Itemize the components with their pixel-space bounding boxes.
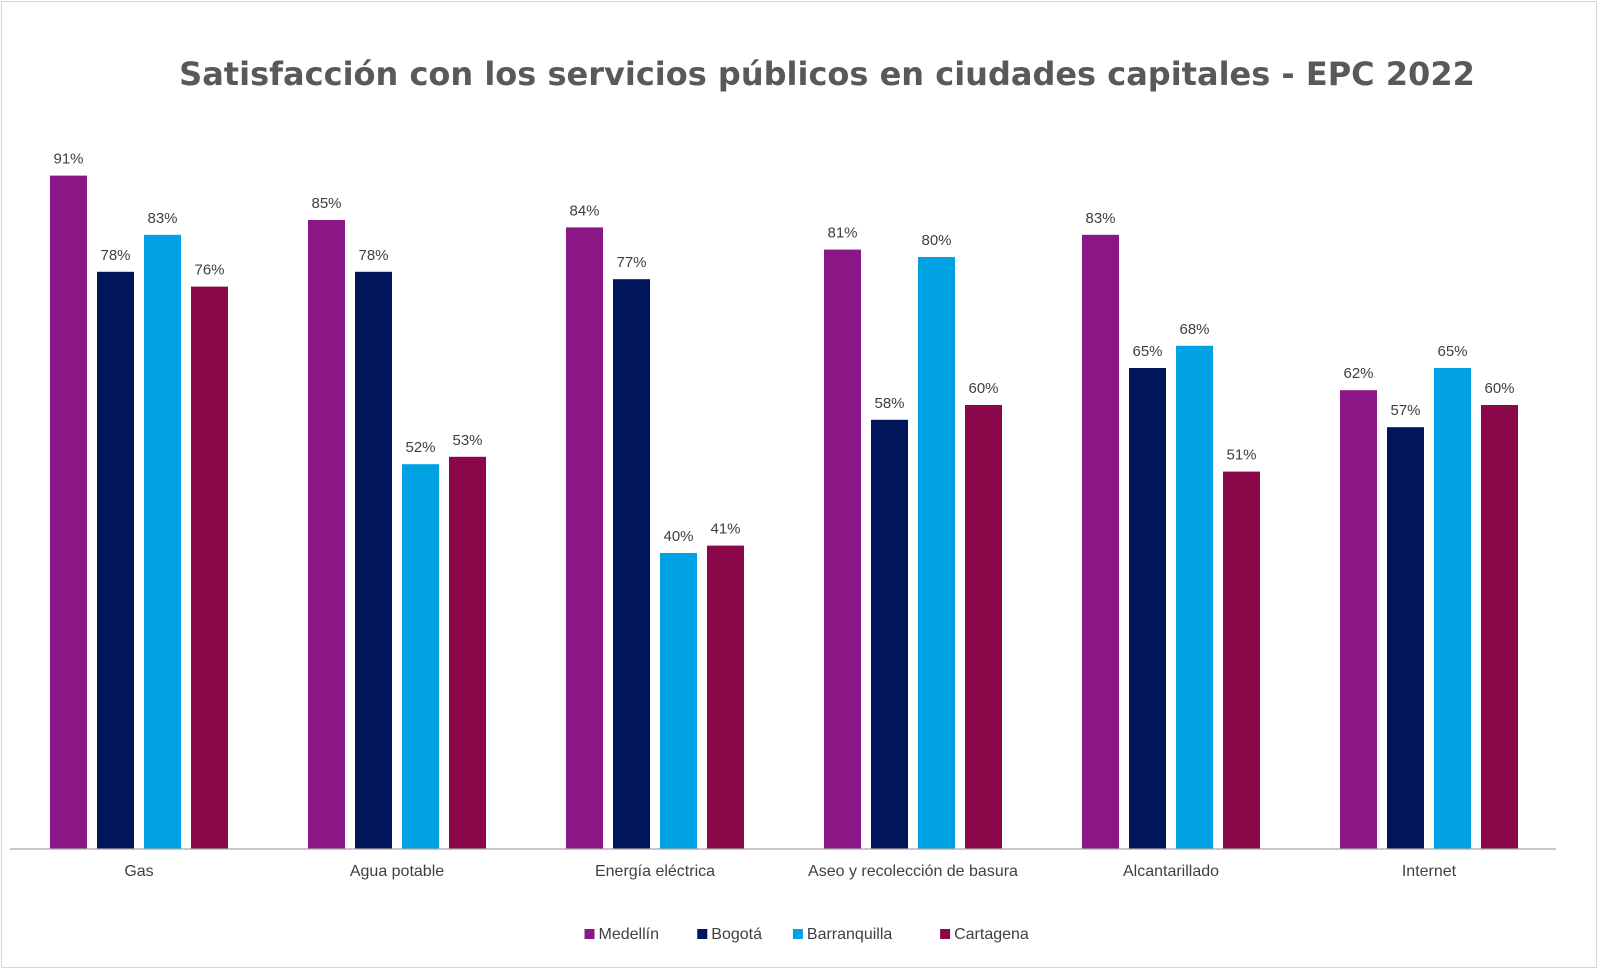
- legend-swatch-medellin: [584, 929, 595, 939]
- data-label: 91%: [53, 151, 83, 168]
- bar-bogota-1: [355, 271, 392, 849]
- category-labels-group: Gas Agua potable Energía eléctrica Aseo y r…: [124, 863, 1456, 880]
- bar-cartagena-3: [965, 405, 1002, 849]
- bar-medellin-3: [824, 249, 861, 850]
- bar-cartagena-0: [191, 286, 228, 850]
- bar-cartagena-2: [707, 545, 744, 849]
- bar-cartagena-1: [449, 456, 486, 849]
- legend-label-bogota: Bogotá: [711, 926, 762, 943]
- data-labels-group: 91% 78% 83% 76% 85% 78% 52% 53% 84% 77% 40% 41% 81% 5…: [53, 151, 1514, 545]
- data-label: 83%: [147, 210, 177, 227]
- data-label: 68%: [1179, 321, 1209, 338]
- data-label: 60%: [1484, 380, 1514, 397]
- legend-label-medellin: Medellín: [599, 926, 659, 943]
- legend: Medellín Bogotá Barranquilla Cartagena: [584, 926, 1029, 943]
- data-label: 53%: [452, 432, 482, 449]
- data-label: 60%: [968, 380, 998, 397]
- data-label: 41%: [710, 521, 740, 538]
- bar-bogota-0: [97, 271, 134, 849]
- bar-cartagena-5: [1481, 405, 1518, 849]
- bar-bogota-4: [1129, 368, 1166, 849]
- bar-medellin-4: [1082, 234, 1119, 850]
- data-label: 78%: [100, 247, 130, 264]
- category-label: Alcantarillado: [1123, 863, 1219, 880]
- data-label: 62%: [1343, 365, 1373, 382]
- bar-barranquilla-1: [402, 464, 439, 849]
- category-label: Aseo y recolección de basura: [808, 863, 1018, 880]
- bar-medellin-2: [566, 227, 603, 849]
- bar-barranquilla-0: [144, 234, 181, 850]
- data-label: 76%: [194, 262, 224, 279]
- data-label: 85%: [311, 195, 341, 212]
- data-label: 65%: [1437, 343, 1467, 360]
- bar-medellin-1: [308, 220, 345, 849]
- legend-label-cartagena: Cartagena: [954, 926, 1029, 943]
- bar-bogota-3: [871, 419, 908, 849]
- data-label: 58%: [874, 395, 904, 412]
- data-label: 40%: [663, 528, 693, 545]
- chart-title: Satisfacción con los servicios públicos …: [179, 55, 1475, 93]
- bar-cartagena-4: [1223, 471, 1260, 849]
- category-label: Gas: [124, 863, 153, 880]
- category-label: Energía eléctrica: [595, 863, 715, 880]
- data-label: 83%: [1085, 210, 1115, 227]
- legend-swatch-barranquilla: [792, 929, 803, 939]
- bar-bogota-5: [1387, 427, 1424, 849]
- bar-medellin-0: [50, 175, 87, 850]
- data-label: 52%: [405, 439, 435, 456]
- data-label: 81%: [827, 225, 857, 242]
- bar-medellin-5: [1340, 390, 1377, 849]
- data-label: 80%: [921, 232, 951, 249]
- data-label: 84%: [569, 202, 599, 219]
- category-label: Internet: [1402, 863, 1457, 880]
- bar-barranquilla-4: [1176, 345, 1213, 849]
- data-label: 78%: [358, 247, 388, 264]
- bar-barranquilla-2: [660, 553, 697, 849]
- legend-swatch-cartagena: [940, 929, 951, 939]
- data-label: 57%: [1390, 402, 1420, 419]
- category-label: Agua potable: [350, 863, 444, 880]
- data-label: 65%: [1132, 343, 1162, 360]
- bars-group: [50, 175, 1518, 850]
- legend-label-barranquilla: Barranquilla: [807, 926, 892, 943]
- bar-barranquilla-3: [918, 257, 955, 849]
- bar-barranquilla-5: [1434, 368, 1471, 849]
- legend-swatch-bogota: [697, 929, 708, 939]
- bar-bogota-2: [613, 279, 650, 849]
- data-label: 51%: [1226, 447, 1256, 464]
- data-label: 77%: [616, 254, 646, 271]
